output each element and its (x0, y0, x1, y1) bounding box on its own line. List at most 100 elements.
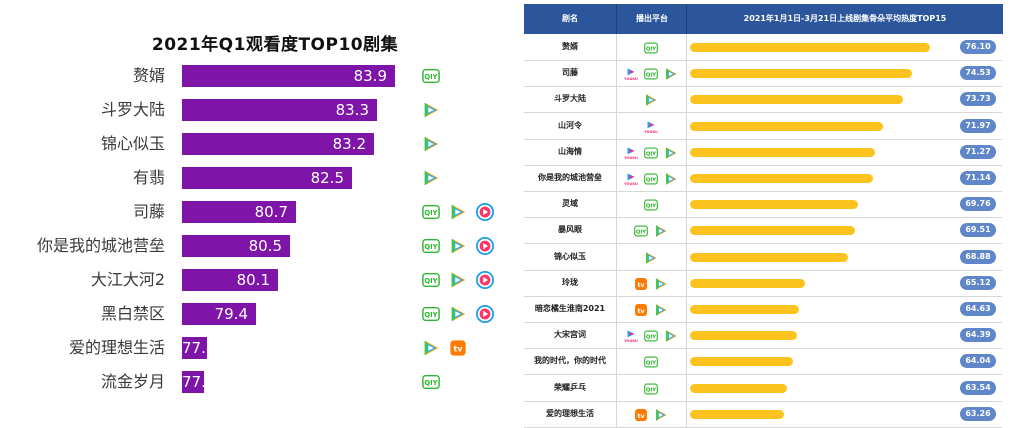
value-pill: 64.63 (960, 302, 996, 316)
bar (690, 226, 855, 235)
category-label: 赘婿 (132, 66, 165, 85)
tencent-video-icon (656, 304, 667, 316)
tencent-video-icon (451, 306, 466, 322)
value-pill: 69.76 (960, 197, 996, 211)
table-row: 你是我的城池营垒 YOUKU QIY 71.14 (524, 165, 1002, 192)
platform-icon-slot (476, 305, 494, 323)
platform-icon-slot: QIY (422, 237, 440, 255)
platform-icon-slot: tv (634, 276, 648, 290)
tencent-video-icon (451, 272, 466, 288)
row-platforms: YOUKU QIY (616, 60, 687, 86)
value-pill: 69.51 (960, 223, 996, 237)
bar (690, 200, 858, 209)
bar-value-label: 80.5 (248, 237, 282, 255)
iqiyi-icon: QIY (422, 204, 440, 220)
tencent-video-icon (666, 68, 677, 80)
left-chart: 2021年Q1观看度TOP10剧集 赘婿 83.9 QIY 斗罗大陆 83.3 锦心似玉 8… (37, 35, 494, 393)
tencent-video-icon (666, 330, 677, 342)
row-platforms: tv (616, 270, 687, 296)
tencent-video-icon (656, 225, 667, 237)
value-pill: 74.53 (960, 66, 996, 80)
bar (690, 305, 799, 314)
platform-icon-slot: QIY (644, 66, 658, 80)
svg-text:QIY: QIY (646, 72, 656, 78)
tencent-video-icon (646, 94, 657, 106)
bar (182, 371, 204, 393)
bar (690, 357, 793, 366)
iqiyi-icon: QIY (422, 306, 440, 322)
platform-icon-slot: QIY (422, 67, 440, 85)
platform-icon-slot: tv (449, 339, 467, 357)
bar (690, 148, 875, 157)
svg-text:tv: tv (637, 282, 645, 289)
platform-icon-slot (422, 101, 440, 119)
iqiyi-icon: QIY (644, 199, 658, 211)
bar (690, 331, 797, 340)
table-row: 灵域 QIY 69.76 (524, 191, 1002, 218)
platform-icon-slot (644, 250, 658, 264)
platform-icon-slot (449, 237, 467, 255)
platform-icon-slot: QIY (644, 40, 658, 54)
right-table-chart: 剧名 播出平台 2021年1月1日-3月21日上线剧集骨朵平均热度TOP15 赘… (524, 4, 1003, 428)
table-row: 斗罗大陆 73.73 (524, 86, 1002, 113)
platform-icon-slot (449, 271, 467, 289)
value-pill: 76.10 (960, 40, 996, 54)
youku-icon: YOUKU (623, 147, 638, 160)
bar (182, 65, 395, 87)
svg-text:QIY: QIY (424, 209, 437, 217)
platform-icon-slot (664, 328, 678, 342)
row-name: 司藤 (524, 60, 617, 86)
tencent-video-icon (666, 147, 677, 159)
platform-icon-slot: QIY (644, 197, 658, 211)
row-name: 我的时代，你的时代 (524, 348, 617, 374)
iqiyi-icon: QIY (422, 272, 440, 288)
tencent-video-icon (656, 278, 667, 290)
bar (182, 167, 352, 189)
row-platforms: QIY (616, 217, 687, 243)
tencent-video-icon (656, 409, 667, 421)
platform-icon-slot (654, 223, 668, 237)
row-platforms: YOUKU (616, 113, 687, 139)
svg-text:YOUKU: YOUKU (624, 156, 638, 160)
value-pill: 73.73 (960, 92, 996, 106)
bar-value-label: 82.5 (310, 169, 344, 187)
svg-text:QIY: QIY (424, 73, 437, 81)
table-row: 赘婿 QIY 76.10 (524, 34, 1002, 61)
bar-value-label: 83.3 (335, 101, 369, 119)
svg-text:YOUKU: YOUKU (624, 339, 638, 343)
category-label: 大江大河2 (90, 270, 165, 289)
bar (182, 235, 290, 257)
platform-icon-slot (449, 305, 467, 323)
bar (690, 43, 930, 52)
row-name: 爱的理想生活 (524, 401, 617, 427)
svg-text:QIY: QIY (646, 46, 656, 52)
platform-icon-slot: QIY (644, 145, 658, 159)
category-label: 流金岁月 (100, 372, 165, 391)
row-platforms: QIY (616, 348, 687, 374)
table-row: 暴风眼 QIY 69.51 (524, 217, 1002, 244)
svg-text:QIY: QIY (424, 277, 437, 285)
row-name: 你是我的城池营垒 (524, 165, 617, 191)
bar (690, 279, 805, 288)
svg-text:tv: tv (637, 413, 645, 420)
iqiyi-icon: QIY (422, 238, 440, 254)
row-platforms: tv (616, 296, 687, 322)
category-label: 有翡 (132, 168, 165, 187)
platform-icon-slot (654, 276, 668, 290)
bar (690, 384, 787, 393)
iqiyi-icon: QIY (644, 147, 658, 159)
platform-icon-slot: YOUKU (623, 145, 638, 160)
svg-text:tv: tv (637, 308, 645, 315)
table-row: 山河令 YOUKU 71.97 (524, 113, 1002, 140)
svg-text:YOUKU: YOUKU (624, 77, 638, 81)
category-label: 锦心似玉 (100, 134, 165, 153)
bar (182, 133, 374, 155)
platform-icon-slot: YOUKU (643, 119, 658, 134)
platform-icon-slot (664, 66, 678, 80)
platform-icon-slot: tv (634, 407, 648, 421)
row-platforms: YOUKU QIY (616, 139, 687, 165)
platform-icon-slot: QIY (644, 381, 658, 395)
table-row: 山海情 YOUKU QIY 71.27 (524, 139, 1002, 166)
platform-icon-slot: QIY (634, 223, 648, 237)
table-row: 我的时代，你的时代 QIY 64.04 (524, 348, 1002, 375)
